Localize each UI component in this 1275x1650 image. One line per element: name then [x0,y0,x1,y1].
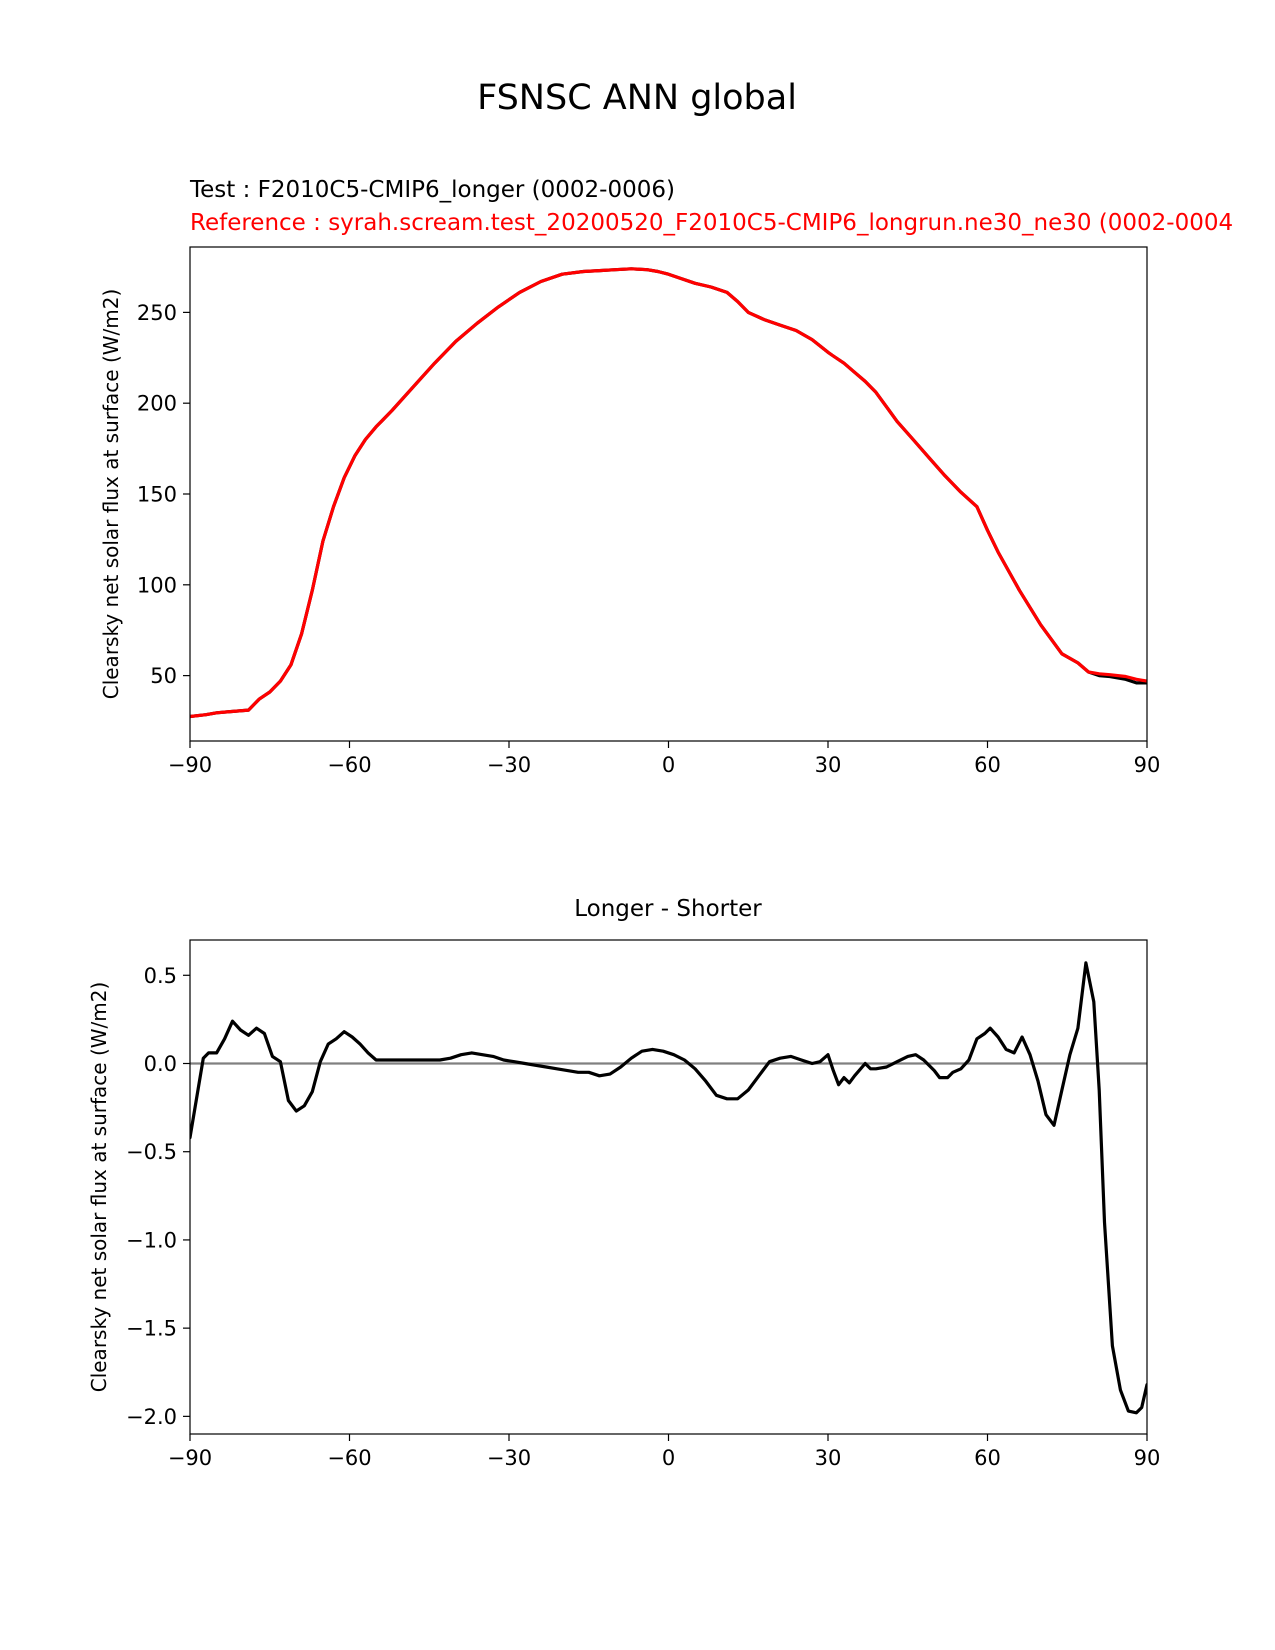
bottom-x-tick-label: −60 [327,1446,371,1470]
top-y-tick-label: 150 [137,483,177,507]
difference-panel-title: Longer - Shorter [574,896,762,922]
figure-title: FSNSC ANN global [477,78,797,118]
top-y-tick-label: 200 [137,392,177,416]
bottom-x-tick-label: −30 [487,1446,531,1470]
bottom-difference-line [190,961,1147,1415]
bottom-y-tick-label: −2.0 [126,1405,177,1429]
top-axes-frame [189,246,1148,742]
top-y-axis-label: Clearsky net solar flux at surface (W/m2… [99,289,123,700]
bottom-y-tick-label: −0.5 [126,1140,177,1164]
top-test-line [190,267,1147,719]
bottom-y-tick-label: −1.0 [126,1228,177,1252]
top-y-tick-label: 250 [137,301,177,325]
difference-panel: −90 −60 −30 0 30 60 90 −2.0 −1.5 −1.0 −0.5 0.0 0.5 Cl… [87,939,1161,1470]
top-x-tick-label: −60 [327,753,371,777]
reference-label: Reference : syrah.scream.test_20200520_F… [190,210,1233,236]
bottom-x-tick-label: 30 [815,1446,842,1470]
bottom-y-axis-label: Clearsky net solar flux at surface (W/m2… [87,982,111,1393]
top-x-tick-label: 60 [974,753,1001,777]
zonal-mean-panel: −90 −60 −30 0 30 60 90 50 100 150 200 250 Clearsky n… [99,246,1161,777]
test-label: Test : F2010C5-CMIP6_longer (0002-0006) [189,177,675,203]
bottom-x-tick-label: 90 [1134,1446,1161,1470]
top-x-tick-label: 90 [1134,753,1161,777]
top-x-tick-label: −30 [487,753,531,777]
bottom-x-tick-label: 60 [974,1446,1001,1470]
bottom-y-tick-label: 0.5 [144,964,177,988]
top-x-tick-label: 30 [815,753,842,777]
bottom-axes-frame [189,939,1148,1435]
top-x-tick-label: −90 [168,753,212,777]
bottom-x-tick-label: 0 [662,1446,675,1470]
top-y-tick-label: 50 [150,664,177,688]
bottom-x-tick-label: −90 [168,1446,212,1470]
bottom-y-tick-label: −1.5 [126,1317,177,1341]
top-y-tick-label: 100 [137,573,177,597]
top-x-tick-label: 0 [662,753,675,777]
top-reference-line [190,267,1147,719]
bottom-y-tick-label: 0.0 [144,1052,177,1076]
